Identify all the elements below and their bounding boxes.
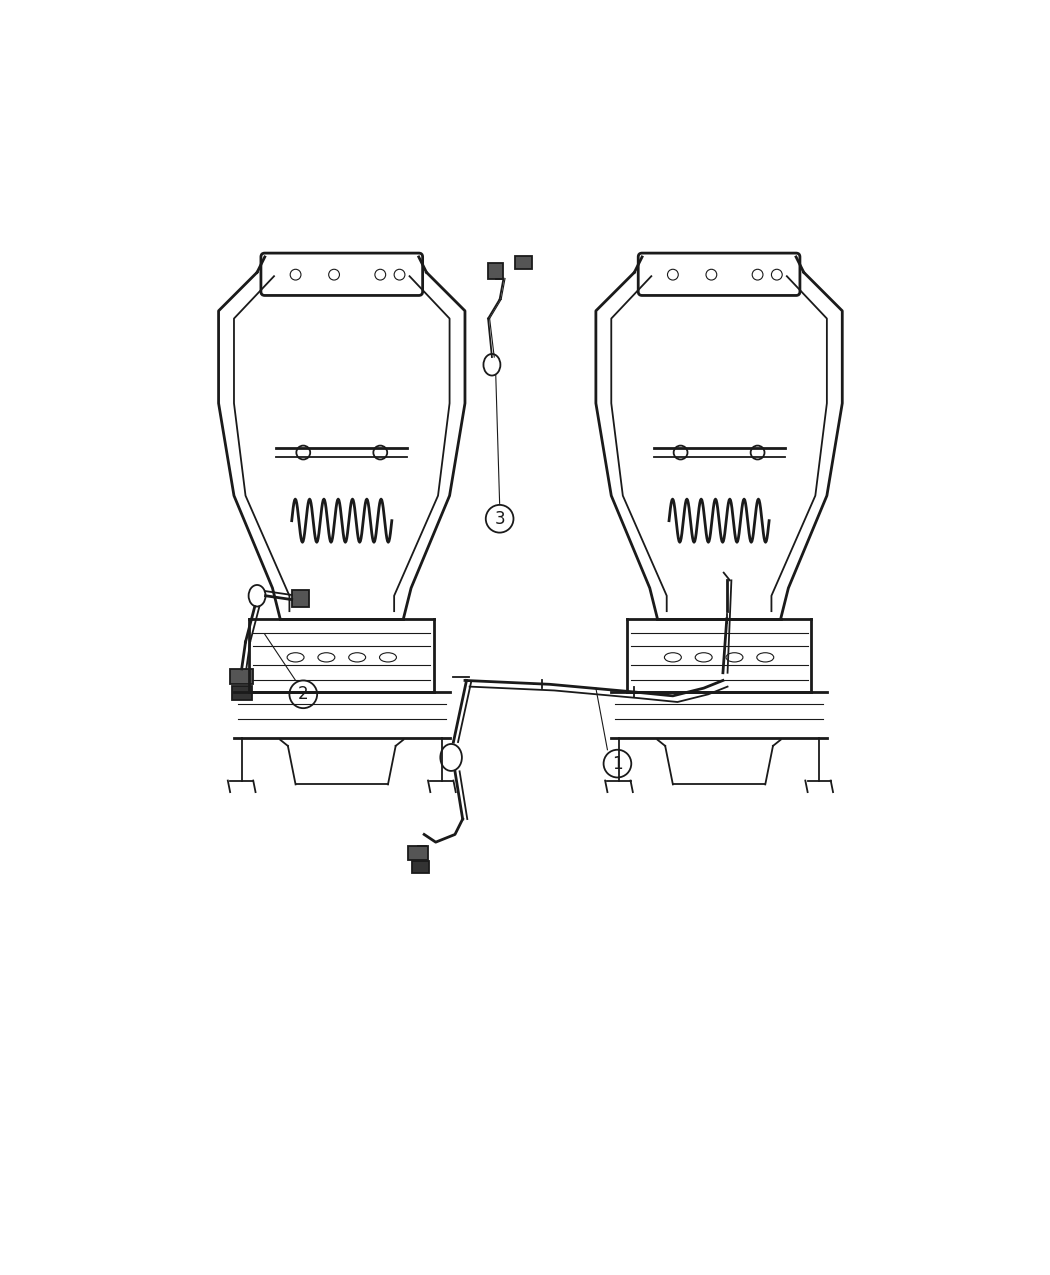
- Bar: [516, 256, 532, 269]
- Bar: [292, 589, 309, 607]
- Text: 1: 1: [612, 755, 623, 773]
- Bar: [488, 263, 504, 278]
- Text: 2: 2: [298, 685, 309, 704]
- Text: 3: 3: [495, 510, 505, 528]
- Bar: [232, 686, 252, 700]
- Bar: [230, 669, 253, 685]
- Bar: [412, 861, 428, 873]
- Circle shape: [604, 750, 631, 778]
- Bar: [408, 847, 428, 859]
- Circle shape: [486, 505, 513, 533]
- Circle shape: [290, 681, 317, 708]
